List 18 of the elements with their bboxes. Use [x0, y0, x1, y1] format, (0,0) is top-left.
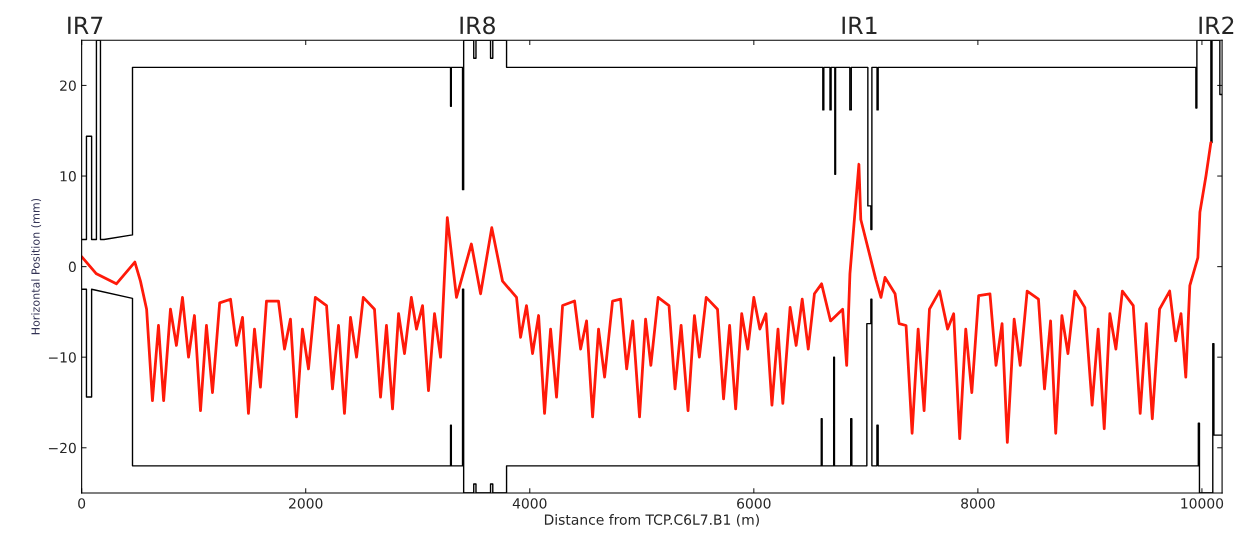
text: IR1 [842, 16, 877, 34]
text: IR7 [68, 16, 103, 34]
x-tick-label: 2000 [289, 498, 323, 509]
x-tick-label: 6000 [737, 498, 771, 509]
y-tick-label: 20 [60, 80, 76, 91]
text: IR8 [460, 16, 495, 35]
line-series [81, 141, 1213, 444]
x-tick-label: 4000 [512, 498, 547, 509]
y-tick-label: 10 [60, 171, 76, 182]
x-tick-label: 10000 [1181, 498, 1224, 509]
text: IR2 [1199, 16, 1234, 34]
y-tick-label: 0 [68, 261, 76, 273]
x-axis-title: Distance from TCP.C6L7.B1 (m) [544, 514, 759, 527]
y-tick-label: −20 [48, 442, 76, 454]
y-tick-label: −10 [48, 352, 76, 363]
x-tick-label: 8000 [961, 498, 995, 509]
y-axis-title: Horizontal Position (mm) [31, 198, 42, 335]
x-tick-label: 0 [78, 498, 86, 509]
